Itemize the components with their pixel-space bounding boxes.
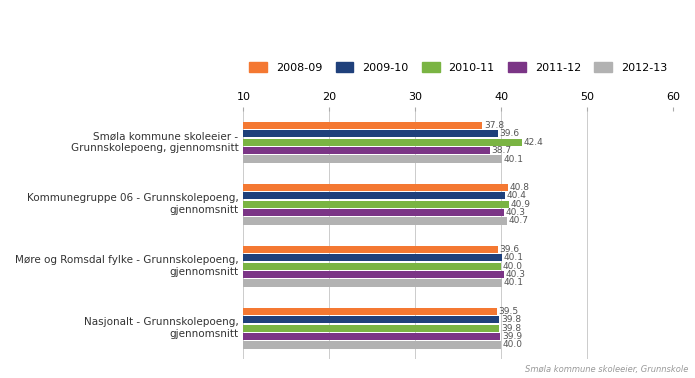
Bar	[243, 271, 504, 278]
Text: 37.8: 37.8	[484, 121, 504, 130]
Text: 42.4: 42.4	[523, 138, 543, 147]
Bar	[243, 192, 505, 200]
Bar	[243, 308, 497, 315]
Text: 40.4: 40.4	[507, 191, 526, 200]
Bar	[243, 139, 522, 146]
Text: 39.6: 39.6	[500, 245, 520, 254]
Bar	[243, 325, 500, 332]
Bar	[243, 209, 504, 216]
Text: 40.3: 40.3	[505, 270, 525, 279]
Bar	[243, 341, 501, 349]
Text: 40.1: 40.1	[504, 253, 524, 262]
Bar	[243, 184, 508, 191]
Bar	[243, 254, 502, 262]
Bar	[243, 246, 498, 253]
Bar	[243, 201, 509, 208]
Bar	[243, 333, 500, 340]
Text: 39.6: 39.6	[500, 129, 520, 138]
Bar	[243, 316, 500, 324]
Text: Smøla kommune skoleeier, Grunnskole: Smøla kommune skoleeier, Grunnskole	[525, 365, 688, 374]
Bar	[243, 217, 507, 225]
Text: 40.0: 40.0	[503, 262, 523, 271]
Text: 40.3: 40.3	[505, 208, 525, 217]
Text: 40.1: 40.1	[504, 155, 524, 164]
Text: 39.8: 39.8	[501, 324, 521, 333]
Text: 39.8: 39.8	[501, 315, 521, 324]
Bar	[243, 279, 502, 287]
Text: 40.9: 40.9	[511, 200, 531, 209]
Text: 40.7: 40.7	[509, 217, 529, 226]
Bar	[243, 155, 502, 163]
Text: 39.5: 39.5	[498, 307, 518, 316]
Legend: 2008-09, 2009-10, 2010-11, 2011-12, 2012-13: 2008-09, 2009-10, 2010-11, 2011-12, 2012…	[250, 62, 667, 73]
Bar	[243, 147, 490, 154]
Text: 40.8: 40.8	[510, 183, 530, 192]
Bar	[243, 122, 482, 129]
Bar	[243, 263, 501, 270]
Text: 40.1: 40.1	[504, 279, 524, 288]
Text: 38.7: 38.7	[492, 146, 512, 155]
Text: 39.9: 39.9	[502, 332, 522, 341]
Text: 40.0: 40.0	[503, 341, 523, 350]
Bar	[243, 130, 498, 138]
